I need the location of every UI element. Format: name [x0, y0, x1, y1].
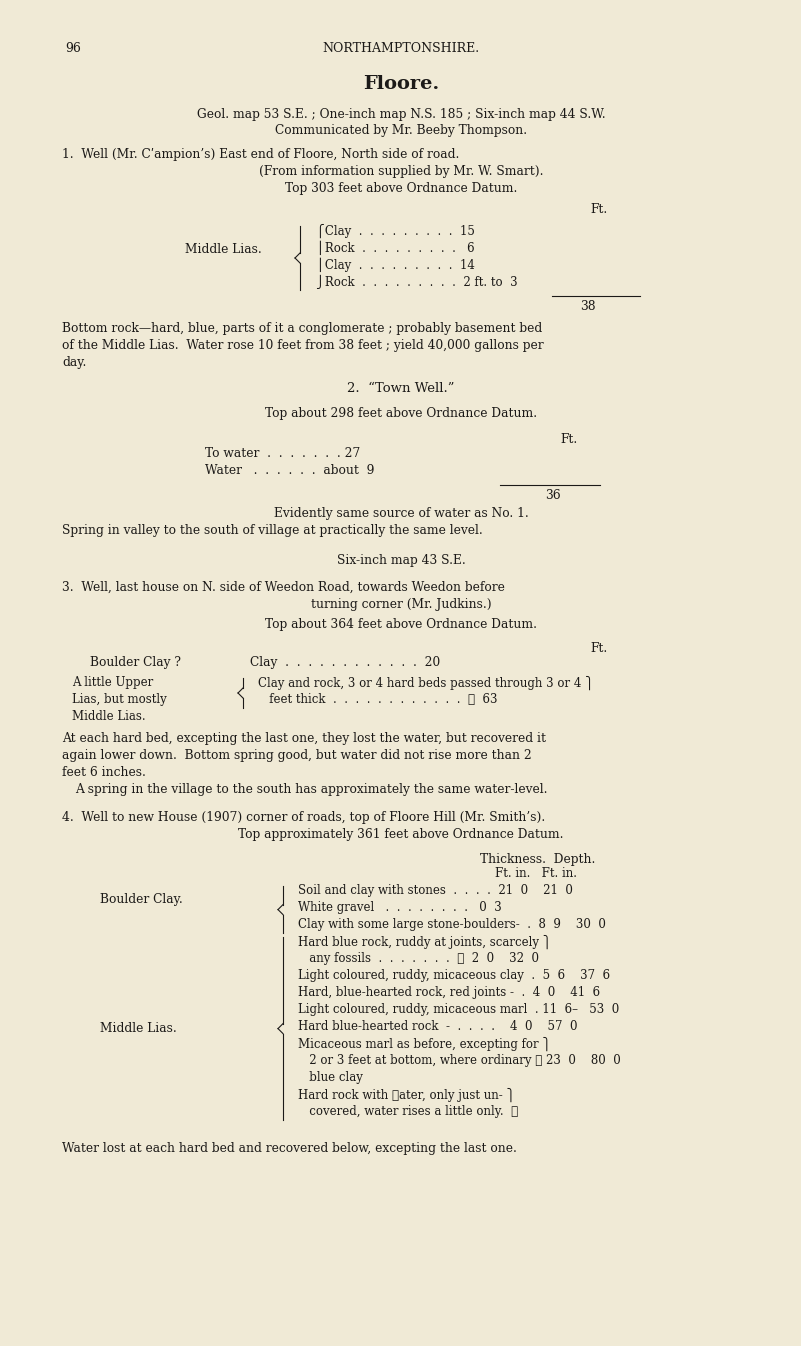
Text: Middle Lias.: Middle Lias. — [100, 1022, 177, 1035]
Text: Hard, blue-hearted rock, red joints -  .  4  0    41  6: Hard, blue-hearted rock, red joints - . … — [298, 987, 600, 999]
Text: Ft.: Ft. — [590, 203, 607, 215]
Text: any fossils  .  .  .  .  .  .  .  ⎯  2  0    32  0: any fossils . . . . . . . ⎯ 2 0 32 0 — [298, 952, 539, 965]
Text: ⎭Rock  .  .  .  .  .  .  .  .  .  2 ft. to  3: ⎭Rock . . . . . . . . . 2 ft. to 3 — [316, 275, 517, 289]
Text: Clay  .  .  .  .  .  .  .  .  .  .  .  .  20: Clay . . . . . . . . . . . . 20 — [250, 656, 441, 669]
Text: 4.  Well to new House (1907) corner of roads, top of Floore Hill (Mr. Smith’s).: 4. Well to new House (1907) corner of ro… — [62, 812, 545, 824]
Text: feet 6 inches.: feet 6 inches. — [62, 766, 146, 779]
Text: Hard blue-hearted rock  -  .  .  .  .    4  0    57  0: Hard blue-hearted rock - . . . . 4 0 57 … — [298, 1020, 578, 1034]
Text: 38: 38 — [580, 300, 596, 314]
Text: of the Middle Lias.  Water rose 10 feet from 38 feet ; yield 40,000 gallons per: of the Middle Lias. Water rose 10 feet f… — [62, 339, 544, 353]
Text: Water lost at each hard bed and recovered below, excepting the last one.: Water lost at each hard bed and recovere… — [62, 1143, 517, 1155]
Text: Clay with some large stone-boulders-  .  8  9    30  0: Clay with some large stone-boulders- . 8… — [298, 918, 606, 931]
Text: covered, water rises a little only.  ⎯: covered, water rises a little only. ⎯ — [298, 1105, 518, 1119]
Text: again lower down.  Bottom spring good, but water did not rise more than 2: again lower down. Bottom spring good, bu… — [62, 748, 532, 762]
Text: 2 or 3 feet at bottom, where ordinary ⎯ 23  0    80  0: 2 or 3 feet at bottom, where ordinary ⎯ … — [298, 1054, 621, 1067]
Text: To water  .  .  .  .  .  .  . 27: To water . . . . . . . 27 — [205, 447, 360, 459]
Text: Evidently same source of water as No. 1.: Evidently same source of water as No. 1. — [274, 506, 529, 520]
Text: Ft.: Ft. — [590, 642, 607, 656]
Text: Communicated by Mr. Beeby Thompson.: Communicated by Mr. Beeby Thompson. — [275, 124, 527, 137]
Text: feet thick  .  .  .  .  .  .  .  .  .  .  .  .  ⎯  63: feet thick . . . . . . . . . . . . ⎯ 63 — [258, 693, 497, 707]
Text: Bottom rock—hard, blue, parts of it a conglomerate ; probably basement bed: Bottom rock—hard, blue, parts of it a co… — [62, 322, 542, 335]
Text: Geol. map 53 S.E. ; One-inch map N.S. 185 ; Six-inch map 44 S.W.: Geol. map 53 S.E. ; One-inch map N.S. 18… — [197, 108, 606, 121]
Text: Lias, but mostly: Lias, but mostly — [72, 693, 167, 707]
Text: A little Upper: A little Upper — [72, 676, 153, 689]
Text: Top 303 feet above Ordnance Datum.: Top 303 feet above Ordnance Datum. — [285, 182, 517, 195]
Text: Micaceous marl as before, excepting for ⎫: Micaceous marl as before, excepting for … — [298, 1038, 551, 1051]
Text: (From information supplied by Mr. W. Smart).: (From information supplied by Mr. W. Sma… — [259, 166, 543, 178]
Text: Middle Lias.: Middle Lias. — [185, 244, 262, 256]
Text: Light coloured, ruddy, micaceous marl  . 11  6–   53  0: Light coloured, ruddy, micaceous marl . … — [298, 1003, 619, 1016]
Text: Thickness.  Depth.: Thickness. Depth. — [480, 853, 595, 867]
Text: A spring in the village to the south has approximately the same water-level.: A spring in the village to the south has… — [75, 783, 548, 795]
Text: At each hard bed, excepting the last one, they lost the water, but recovered it: At each hard bed, excepting the last one… — [62, 732, 546, 744]
Text: blue clay: blue clay — [298, 1071, 363, 1084]
Text: Water   .  .  .  .  .  .  about  9: Water . . . . . . about 9 — [205, 463, 375, 476]
Text: White gravel   .  .  .  .  .  .  .  .   0  3: White gravel . . . . . . . . 0 3 — [298, 900, 501, 914]
Text: Hard rock with ѡater, only just un- ⎫: Hard rock with ѡater, only just un- ⎫ — [298, 1088, 515, 1102]
Text: Boulder Clay.: Boulder Clay. — [100, 892, 183, 906]
Text: Top about 364 feet above Ordnance Datum.: Top about 364 feet above Ordnance Datum. — [265, 618, 537, 631]
Text: ⎧Clay  .  .  .  .  .  .  .  .  .  15: ⎧Clay . . . . . . . . . 15 — [316, 223, 475, 238]
Text: day.: day. — [62, 355, 87, 369]
Text: ⎪Clay  .  .  .  .  .  .  .  .  .  14: ⎪Clay . . . . . . . . . 14 — [316, 258, 475, 272]
Text: NORTHAMPTONSHIRE.: NORTHAMPTONSHIRE. — [323, 42, 480, 55]
Text: Boulder Clay ?: Boulder Clay ? — [90, 656, 181, 669]
Text: 36: 36 — [545, 489, 561, 502]
Text: Top about 298 feet above Ordnance Datum.: Top about 298 feet above Ordnance Datum. — [265, 408, 537, 420]
Text: 2.  “Town Well.”: 2. “Town Well.” — [348, 382, 455, 394]
Text: Ft. in.   Ft. in.: Ft. in. Ft. in. — [495, 867, 577, 880]
Text: Clay and rock, 3 or 4 hard beds passed through 3 or 4 ⎫: Clay and rock, 3 or 4 hard beds passed t… — [258, 676, 594, 690]
Text: Hard blue rock, ruddy at joints, scarcely ⎫: Hard blue rock, ruddy at joints, scarcel… — [298, 935, 552, 949]
Text: 96: 96 — [65, 42, 81, 55]
Text: ⎪Rock  .  .  .  .  .  .  .  .  .   6: ⎪Rock . . . . . . . . . 6 — [316, 241, 475, 256]
Text: Ft.: Ft. — [560, 433, 578, 446]
Text: Floore.: Floore. — [363, 75, 439, 93]
Text: 1.  Well (Mr. Cʹampion’s) East end of Floore, North side of road.: 1. Well (Mr. Cʹampion’s) East end of Flo… — [62, 148, 460, 162]
Text: Middle Lias.: Middle Lias. — [72, 709, 146, 723]
Text: Spring in valley to the south of village at practically the same level.: Spring in valley to the south of village… — [62, 524, 483, 537]
Text: 3.  Well, last house on N. side of Weedon Road, towards Weedon before: 3. Well, last house on N. side of Weedon… — [62, 581, 505, 594]
Text: turning corner (Mr. Judkins.): turning corner (Mr. Judkins.) — [311, 598, 491, 611]
Text: Top approximately 361 feet above Ordnance Datum.: Top approximately 361 feet above Ordnanc… — [238, 828, 564, 841]
Text: Soil and clay with stones  .  .  .  .  21  0    21  0: Soil and clay with stones . . . . 21 0 2… — [298, 884, 573, 896]
Text: Six-inch map 43 S.E.: Six-inch map 43 S.E. — [336, 553, 465, 567]
Text: Light coloured, ruddy, micaceous clay  .  5  6    37  6: Light coloured, ruddy, micaceous clay . … — [298, 969, 610, 983]
